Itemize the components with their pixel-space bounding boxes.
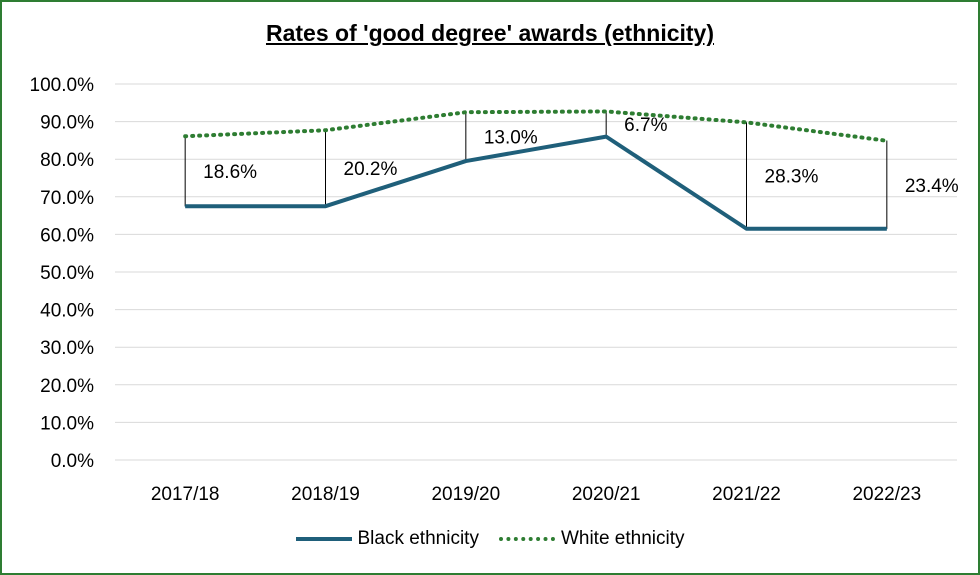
x-tick-label: 2021/22 <box>712 484 781 505</box>
data-point-white <box>746 121 747 123</box>
gap-data-label: 13.0% <box>484 128 538 149</box>
y-tick-label: 100.0% <box>30 75 95 96</box>
x-axis-ticks: 2017/18 2018/19 2019/20 2020/21 2021/22 2022/… <box>151 484 921 505</box>
legend-swatch-white <box>498 537 555 541</box>
x-tick-label: 2022/23 <box>852 484 921 505</box>
y-tick-label: 60.0% <box>40 225 94 246</box>
data-point-black <box>184 205 186 207</box>
legend-swatch-black <box>295 537 352 541</box>
y-tick-label: 10.0% <box>40 413 94 434</box>
gap-data-label: 6.7% <box>624 115 667 136</box>
gap-markers <box>184 111 888 229</box>
y-tick-label: 0.0% <box>51 451 94 472</box>
data-point-black <box>886 228 888 230</box>
y-tick-label: 70.0% <box>40 188 94 209</box>
legend: Black ethnicity White ethnicity <box>2 528 978 550</box>
data-point-black <box>746 228 747 230</box>
data-point-white <box>325 129 326 131</box>
gap-data-label: 20.2% <box>344 159 398 180</box>
gap-data-label: 28.3% <box>765 167 819 188</box>
y-axis-ticks: 0.0% 10.0% 20.0% 30.0% 40.0% 50.0% 60.0% 70.0% 8… <box>30 75 95 472</box>
gap-data-label: 18.6% <box>203 162 257 183</box>
chart-title: Rates of 'good degree' awards (ethnicity… <box>265 20 715 46</box>
y-tick-label: 40.0% <box>40 301 94 322</box>
data-point-white <box>465 111 467 113</box>
legend-item-black: Black ethnicity <box>295 528 479 550</box>
y-tick-label: 50.0% <box>40 263 94 284</box>
y-tick-label: 90.0% <box>40 113 94 134</box>
data-point-white <box>184 135 186 137</box>
x-tick-label: 2017/18 <box>151 484 220 505</box>
data-point-black <box>605 136 607 138</box>
series-lines <box>183 109 889 231</box>
y-tick-label: 80.0% <box>40 150 94 171</box>
series-line-black <box>185 134 887 231</box>
gap-data-label: 23.4% <box>905 176 959 197</box>
y-tick-label: 20.0% <box>40 376 94 397</box>
data-point-white <box>886 140 888 142</box>
y-tick-label: 30.0% <box>40 338 94 359</box>
x-tick-label: 2019/20 <box>431 484 500 505</box>
series-line-white <box>183 109 889 143</box>
data-labels: 18.6% 20.2% 13.0% 6.7% 28.3% 23.4% <box>203 115 959 197</box>
x-tick-label: 2020/21 <box>572 484 641 505</box>
data-point-black <box>465 160 467 162</box>
data-point-white <box>605 110 607 112</box>
x-tick-label: 2018/19 <box>291 484 360 505</box>
gridlines <box>115 83 957 461</box>
legend-label-black: Black ethnicity <box>357 528 479 549</box>
legend-label-white: White ethnicity <box>560 528 685 549</box>
data-point-black <box>325 205 326 207</box>
legend-item-white: White ethnicity <box>498 528 685 550</box>
